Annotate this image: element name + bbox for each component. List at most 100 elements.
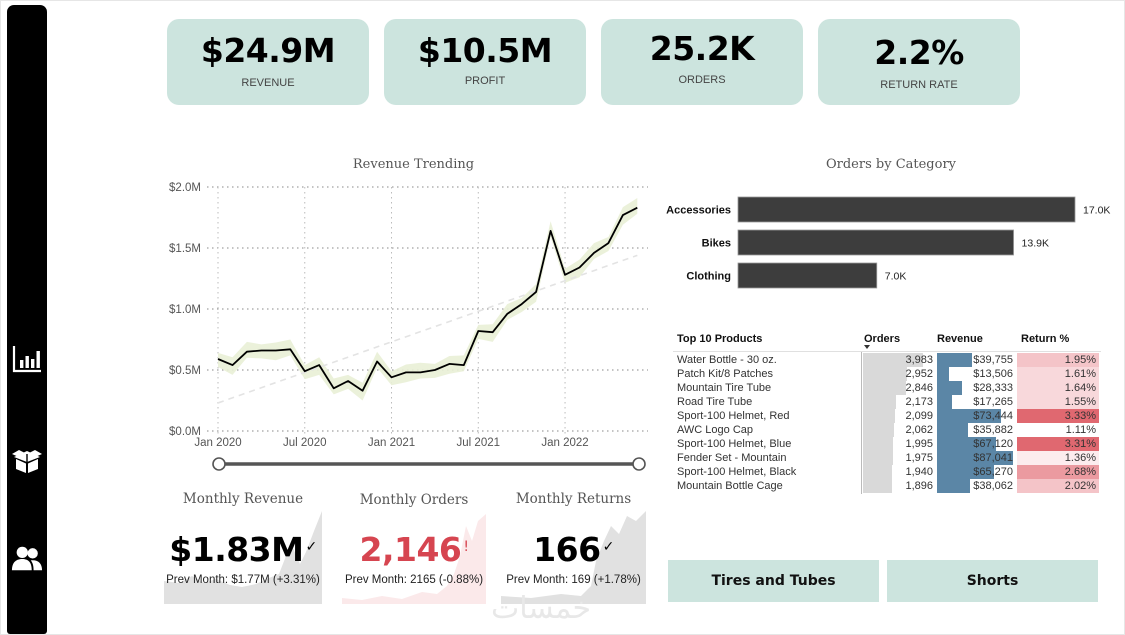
table-row[interactable]: Patch Kit/8 Patches 2,952 $13,506 1.61% [673,367,1103,381]
data-point[interactable] [244,349,250,355]
trend-line [217,254,638,404]
kpi-label: ORDERS [678,74,726,86]
data-point[interactable] [360,388,366,394]
table-row[interactable]: Fender Set - Mountain 1,975 $87,041 1.36% [673,451,1103,465]
users-icon [11,546,43,571]
date-slider-start-handle[interactable] [212,457,226,471]
data-point[interactable] [229,362,235,368]
revenue-line[interactable] [217,206,638,392]
revenue-value: $38,062 [973,480,1013,492]
table-row[interactable]: Sport-100 Helmet, Black 1,940 $65,270 2.68% [673,465,1103,479]
value-text: 2,146 [359,530,462,569]
table-row[interactable]: Mountain Bottle Cage 1,896 $38,062 2.02% [673,479,1103,493]
revenue-data-bar [937,423,969,437]
data-point[interactable] [215,356,221,362]
data-point[interactable] [258,347,264,353]
orders-data-bar [863,423,895,437]
shorts-button[interactable]: Shorts [887,560,1098,602]
table-row[interactable]: AWC Logo Cap 2,062 $35,882 1.11% [673,423,1103,437]
revenue-value: $67,120 [973,438,1013,450]
data-point[interactable] [533,289,539,295]
table-row[interactable]: Water Bottle - 30 oz. 3,983 $39,755 1.95% [673,353,1103,367]
orders-data-bar [863,353,923,367]
sort-desc-icon [864,345,870,349]
table-row[interactable]: Sport-100 Helmet, Red 2,099 $73,444 3.33% [673,409,1103,423]
data-point[interactable] [634,205,640,211]
category-bar[interactable] [737,262,878,289]
product-name: Sport-100 Helmet, Black [677,466,797,478]
data-point[interactable] [519,301,525,307]
col-header-orders[interactable]: Orders [864,333,901,345]
date-slider-end-handle[interactable] [632,457,646,471]
category-bar[interactable] [737,196,1076,223]
data-point[interactable] [490,329,496,335]
product-name: Sport-100 Helmet, Red [677,410,790,422]
nav-item-reports[interactable] [11,343,43,375]
data-point[interactable] [417,369,423,375]
orders-value: 3,983 [905,354,933,366]
data-point[interactable] [475,328,481,334]
revenue-trend-chart[interactable]: $0.0M $0.5M $1.0M $1.5M $2.0M Jan 2020 Jul 202… [151,176,661,481]
data-point[interactable] [389,374,395,380]
y-tick-label: $0.5M [169,365,201,377]
nav-item-customers[interactable] [11,543,43,575]
tires-and-tubes-button[interactable]: Tires and Tubes [668,560,879,602]
revenue-value: $65,270 [973,466,1013,478]
alert-icon: ! [463,539,469,555]
value-text: $1.83M [169,530,304,569]
return-rate-value: 1.61% [1017,367,1099,381]
kpi-value: $24.9M [200,31,336,70]
data-point[interactable] [548,228,554,234]
orders-data-bar [863,395,896,409]
col-header-product[interactable]: Top 10 Products [677,333,763,345]
card-title: Monthly Returns [515,491,632,507]
data-point[interactable] [446,361,452,367]
data-point[interactable] [331,385,337,391]
col-header-revenue[interactable]: Revenue [937,333,983,345]
return-rate-value: 2.68% [1017,465,1099,479]
data-point[interactable] [591,250,597,256]
category-bar[interactable] [737,229,1014,256]
category-label: Clothing [686,271,731,283]
table-row[interactable]: Mountain Tire Tube 2,846 $28,333 1.64% [673,381,1103,395]
return-rate-value: 1.36% [1017,451,1099,465]
kpi-value: $10.5M [417,31,553,70]
bar-data-label: 7.0K [885,271,907,283]
orders-data-bar [863,451,893,465]
revenue-sparkline [164,511,322,604]
data-point[interactable] [273,347,279,353]
data-point[interactable] [316,362,322,368]
product-name: Road Tire Tube [677,396,753,408]
table-row[interactable]: Road Tire Tube 2,173 $17,265 1.55% [673,395,1103,409]
data-point[interactable] [504,311,510,317]
card-monthly-revenue: Monthly Revenue $1.83M ✓ Prev Month: $1.7… [164,486,322,604]
return-rate-value: 3.31% [1017,437,1099,451]
orders-value: 2,952 [905,368,933,380]
col-header-return[interactable]: Return % [1021,333,1070,345]
kpi-label: REVENUE [241,77,295,89]
data-point[interactable] [432,367,438,373]
y-tick-label: $2.0M [169,182,201,194]
data-point[interactable] [302,368,308,374]
y-tick-label: $1.5M [169,243,201,255]
table-row[interactable]: Sport-100 Helmet, Blue 1,995 $67,120 3.31% [673,437,1103,451]
kpi-value: 25.2K [649,29,755,68]
data-point[interactable] [345,378,351,384]
data-point[interactable] [605,240,611,246]
orders-by-category-chart[interactable]: Accessories 17.0K Bikes 13.9K Clothing 7.0K [661,186,1121,301]
data-point[interactable] [403,369,409,375]
value-text: 166 [533,530,601,569]
data-point[interactable] [577,265,583,271]
product-name: AWC Logo Cap [677,424,754,436]
data-point[interactable] [287,346,293,352]
return-rate-value: 2.02% [1017,479,1099,493]
x-tick-label: Jan 2020 [194,437,241,449]
data-point[interactable] [620,212,626,218]
category-label: Bikes [702,238,731,250]
card-subtitle: Prev Month: $1.77M (+3.31%) [166,574,320,586]
orders-data-bar [863,367,908,381]
data-point[interactable] [562,272,568,278]
data-point[interactable] [374,358,380,364]
nav-item-products[interactable] [11,445,43,477]
data-point[interactable] [461,362,467,368]
